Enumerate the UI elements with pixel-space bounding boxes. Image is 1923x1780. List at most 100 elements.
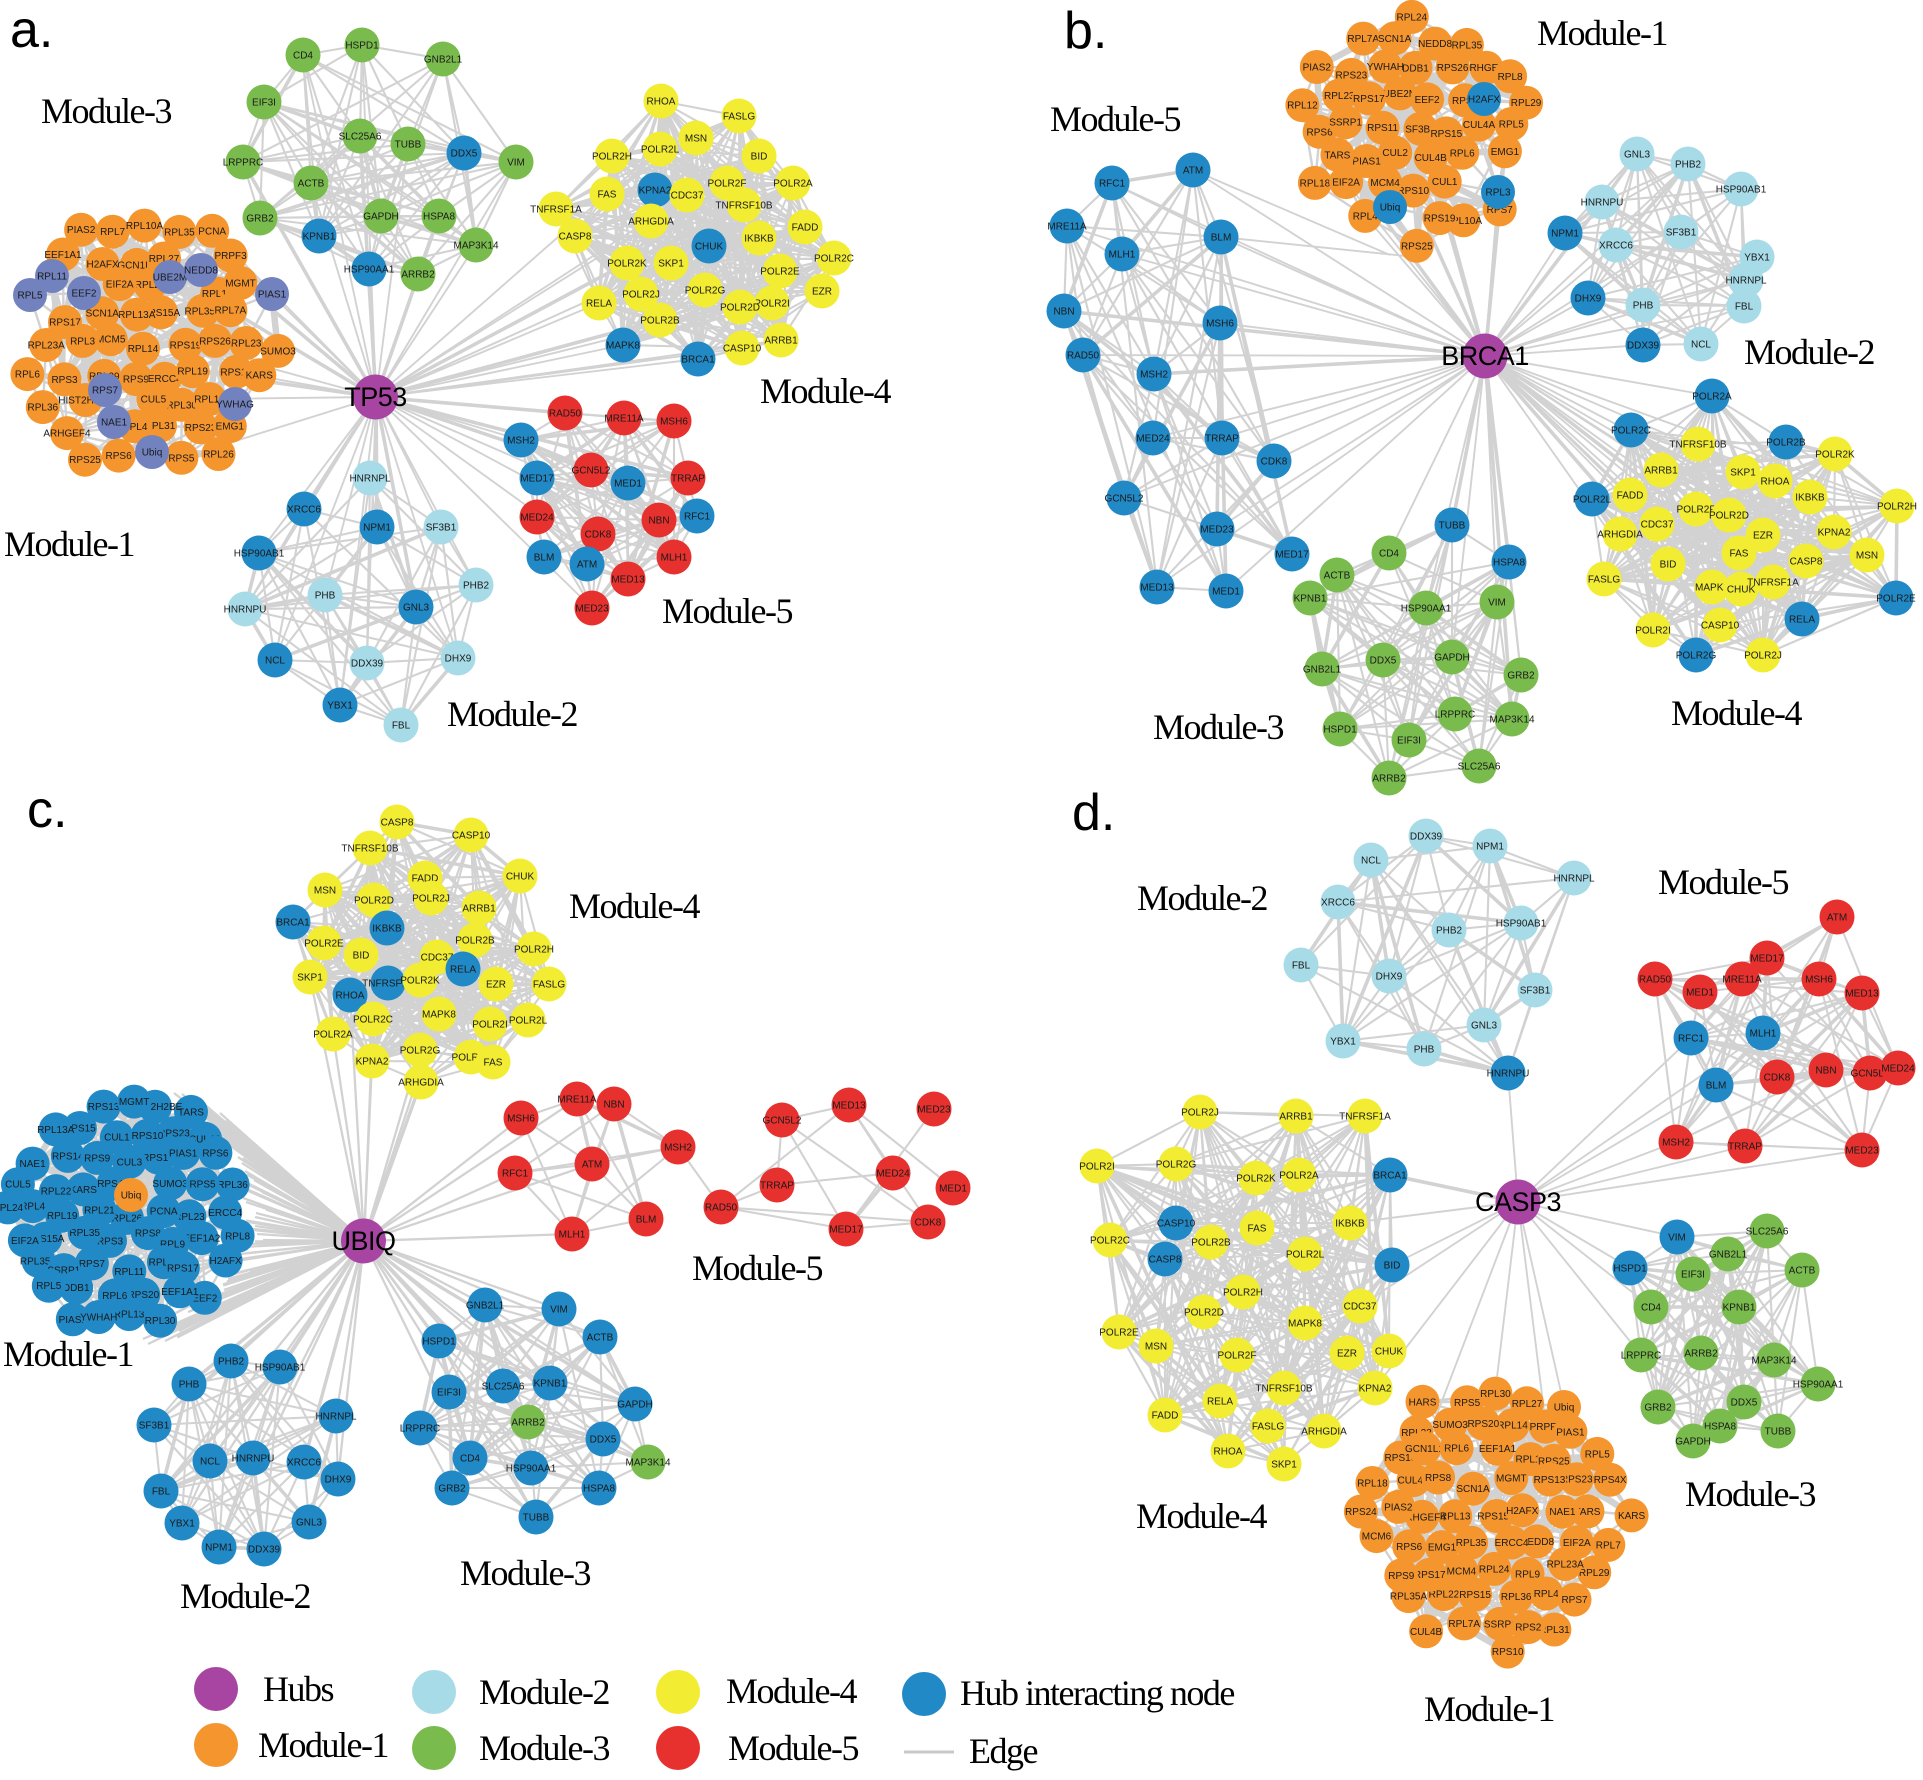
svg-text:XRCC6: XRCC6 (287, 505, 321, 516)
svg-text:TRRAP: TRRAP (1205, 434, 1239, 445)
svg-text:MCM4: MCM4 (1447, 1566, 1477, 1577)
svg-text:HSPD1: HSPD1 (1613, 1264, 1647, 1275)
svg-text:POLR2C: POLR2C (353, 1015, 393, 1026)
svg-text:RPL10A: RPL10A (1445, 216, 1483, 227)
svg-text:HSP90AB1: HSP90AB1 (255, 1363, 306, 1374)
svg-text:XRCC6: XRCC6 (1599, 241, 1633, 252)
svg-text:POLR2L: POLR2L (509, 1016, 548, 1027)
svg-text:RPS3: RPS3 (97, 1236, 124, 1247)
svg-text:POLR2J: POLR2J (412, 894, 450, 905)
svg-text:POLR2J: POLR2J (1181, 1108, 1219, 1119)
svg-text:KPNA2: KPNA2 (1359, 1384, 1392, 1395)
svg-text:POLR2A: POLR2A (1692, 392, 1732, 403)
svg-text:RPL22: RPL22 (1429, 1590, 1460, 1601)
svg-text:RPS15A: RPS15A (1477, 1512, 1516, 1523)
svg-text:SLC25A6: SLC25A6 (1746, 1227, 1789, 1238)
svg-text:POLR2C: POLR2C (814, 254, 854, 265)
svg-text:UBE2M: UBE2M (1383, 89, 1417, 100)
svg-text:KPNB1: KPNB1 (534, 1379, 567, 1390)
svg-text:RPS23: RPS23 (158, 1129, 190, 1140)
svg-text:LRPPRC: LRPPRC (223, 158, 264, 169)
svg-text:MCM5: MCM5 (96, 335, 126, 346)
svg-text:RPL23: RPL23 (174, 1212, 205, 1223)
svg-text:Module-3: Module-3 (41, 91, 171, 131)
svg-text:RPL14: RPL14 (128, 344, 159, 355)
svg-text:RPS5: RPS5 (168, 453, 195, 464)
svg-text:HSP90AA1: HSP90AA1 (344, 265, 395, 276)
svg-text:Hubs: Hubs (263, 1669, 333, 1709)
svg-text:GNB2L1: GNB2L1 (466, 1301, 505, 1312)
svg-text:RPS4X: RPS4X (97, 1179, 130, 1190)
svg-text:RPL7: RPL7 (1596, 1540, 1621, 1551)
svg-text:BRCA1: BRCA1 (681, 355, 715, 366)
svg-text:RPS15: RPS15 (1459, 1590, 1491, 1601)
svg-text:MED24: MED24 (1881, 1064, 1915, 1075)
svg-text:POLR2E: POLR2E (1099, 1328, 1139, 1339)
svg-text:POLR2H: POLR2H (592, 152, 632, 163)
svg-text:PHB: PHB (1414, 1045, 1435, 1056)
svg-text:NAE1: NAE1 (101, 418, 128, 429)
svg-text:EMG1: EMG1 (216, 422, 245, 433)
svg-text:RPL30: RPL30 (166, 400, 197, 411)
svg-text:IKBKB: IKBKB (744, 234, 774, 245)
svg-text:GNB2L1: GNB2L1 (424, 55, 463, 66)
svg-text:NCL: NCL (1361, 856, 1381, 867)
svg-text:RPL3: RPL3 (1485, 188, 1510, 199)
svg-text:ARHGDIA: ARHGDIA (1597, 530, 1643, 541)
svg-text:Module-1: Module-1 (3, 1334, 133, 1374)
svg-text:RPS7: RPS7 (92, 386, 119, 397)
svg-text:ACTB: ACTB (1789, 1266, 1816, 1277)
svg-text:FASLG: FASLG (1252, 1422, 1284, 1433)
svg-text:RELA: RELA (1207, 1397, 1233, 1408)
svg-text:RPL18: RPL18 (1300, 178, 1331, 189)
svg-text:POLR2I: POLR2I (1079, 1162, 1115, 1173)
svg-text:IKBKB: IKBKB (1335, 1219, 1365, 1230)
svg-text:HSPD1: HSPD1 (345, 41, 379, 52)
svg-text:MAPK8: MAPK8 (606, 341, 640, 352)
svg-text:UBE2M: UBE2M (153, 273, 187, 284)
svg-text:MGMT: MGMT (1496, 1474, 1527, 1485)
svg-text:MLH1: MLH1 (661, 553, 688, 564)
svg-text:MLH1: MLH1 (1750, 1029, 1777, 1040)
svg-text:RPL4: RPL4 (1353, 211, 1378, 222)
svg-text:MCM4: MCM4 (1370, 178, 1400, 189)
svg-text:RPL13A: RPL13A (118, 310, 156, 321)
svg-text:POLR2D: POLR2D (354, 896, 394, 907)
svg-text:HNRNPU: HNRNPU (1581, 198, 1624, 209)
svg-text:Module-3: Module-3 (1685, 1474, 1815, 1514)
svg-text:LRPPRC: LRPPRC (1435, 710, 1476, 721)
svg-text:DDX39: DDX39 (351, 659, 384, 670)
svg-text:TUBB: TUBB (1439, 521, 1466, 532)
svg-text:MED13: MED13 (611, 575, 645, 586)
svg-text:CASP10: CASP10 (1701, 621, 1740, 632)
svg-text:RPL7A: RPL7A (215, 306, 247, 317)
svg-text:MAP3K14: MAP3K14 (1751, 1356, 1796, 1367)
svg-text:EEF1A1: EEF1A1 (161, 1287, 199, 1298)
svg-text:HSP90AA1: HSP90AA1 (1793, 1380, 1844, 1391)
svg-text:RPL18: RPL18 (1357, 1479, 1388, 1490)
svg-text:d.: d. (1072, 784, 1115, 842)
svg-text:Ubiq: Ubiq (1380, 203, 1401, 214)
svg-text:RPS5: RPS5 (1454, 1398, 1481, 1409)
svg-text:DHX9: DHX9 (1376, 972, 1403, 983)
svg-text:RPL8: RPL8 (1498, 72, 1523, 83)
svg-text:CASP10: CASP10 (1157, 1219, 1196, 1230)
svg-text:POLR2B: POLR2B (1766, 438, 1806, 449)
svg-text:RPS9: RPS9 (123, 375, 150, 386)
svg-text:MGMT: MGMT (225, 278, 256, 289)
svg-text:CDC37: CDC37 (1641, 520, 1674, 531)
svg-text:CDC37: CDC37 (421, 953, 454, 964)
svg-text:PHB: PHB (315, 591, 336, 602)
svg-text:SUMO3: SUMO3 (152, 1179, 188, 1190)
svg-text:RPL11: RPL11 (1515, 1455, 1545, 1466)
svg-text:SSRP1: SSRP1 (1329, 118, 1362, 129)
svg-text:MED17: MED17 (520, 474, 554, 485)
svg-text:POLR2C: POLR2C (1611, 426, 1651, 437)
svg-text:DDX39: DDX39 (248, 1545, 281, 1556)
svg-text:MSH2: MSH2 (507, 436, 535, 447)
svg-text:RPS10: RPS10 (1492, 1647, 1524, 1658)
svg-text:POLR2E: POLR2E (760, 267, 800, 278)
svg-text:RPL35: RPL35 (1452, 40, 1483, 51)
svg-text:SLC25A6: SLC25A6 (482, 1382, 525, 1393)
svg-text:ARHGEF4: ARHGEF4 (1399, 1512, 1447, 1523)
